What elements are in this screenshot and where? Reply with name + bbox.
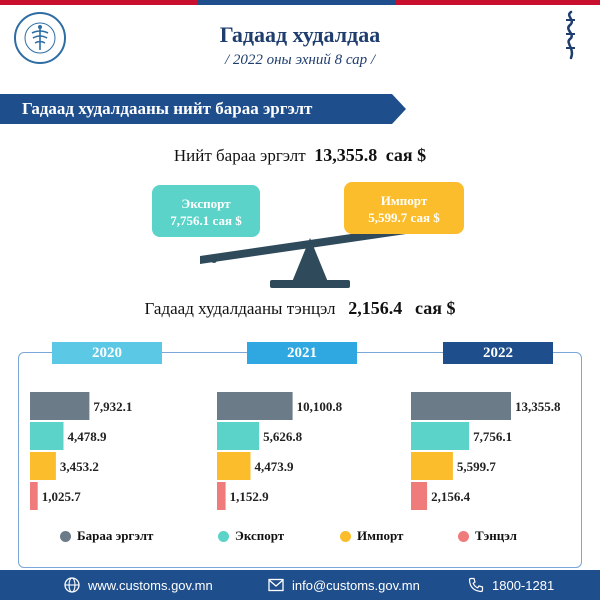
legend-label-trade: Бараа эргэлт <box>77 528 154 543</box>
legend-item-trade: Бараа эргэлт <box>60 528 153 544</box>
bar-label-2020-1: 4,478.9 <box>68 429 108 444</box>
legend-item-import: Импорт <box>340 528 403 544</box>
page-subtitle: / 2022 оны эхний 8 сар / <box>224 52 376 68</box>
bar-label-2022-3: 2,156.4 <box>431 489 471 504</box>
bar-2021-1 <box>217 422 260 450</box>
balance-unit: сая $ <box>415 298 456 318</box>
email-link[interactable]: info@customs.gov.mn <box>292 577 420 593</box>
bar-label-2020-0: 7,932.1 <box>93 399 132 414</box>
bar-2022-3 <box>411 482 428 510</box>
legend-swatch-trade <box>60 530 71 542</box>
soyombo-script-icon <box>566 10 575 60</box>
export-box: Экспорт 7,756.1 сая $ <box>152 185 260 237</box>
bar-2020-0 <box>30 392 90 420</box>
total-trade-line: Нийт бараа эргэлт 13,355.8 сая $ <box>0 145 600 166</box>
page-title: Гадаад худалдаа <box>219 22 381 47</box>
bar-label-2020-3: 1,025.7 <box>42 489 81 504</box>
footer-phone[interactable]: 1800-1281 <box>468 570 554 600</box>
customs-logo-icon <box>14 12 66 64</box>
legend-label-import: Импорт <box>357 528 404 543</box>
bar-label-2021-1: 5,626.8 <box>263 429 303 444</box>
bar-label-2021-3: 1,152.9 <box>230 489 270 504</box>
yearly-bar-chart: 7,932.1 4,478.9 3,453.2 1,025.7 10,100.8 5,62… <box>30 392 561 510</box>
year-tab-2020: 2020 <box>52 342 162 364</box>
year-tab-2021: 2021 <box>247 342 357 364</box>
bar-label-2021-0: 10,100.8 <box>297 399 343 414</box>
website-link[interactable]: www.customs.gov.mn <box>88 577 213 593</box>
bar-label-2022-2: 5,599.7 <box>457 459 497 474</box>
bar-2020-2 <box>30 452 56 480</box>
footer-website[interactable]: www.customs.gov.mn <box>64 570 213 600</box>
balance-scale-icon <box>200 224 420 288</box>
legend-swatch-export <box>218 530 229 542</box>
bar-label-2022-1: 7,756.1 <box>473 429 512 444</box>
export-box-label: Экспорт <box>181 196 231 211</box>
mail-icon <box>268 578 284 592</box>
total-unit: сая $ <box>385 145 427 165</box>
bar-2021-3 <box>217 482 226 510</box>
total-value: 13,355.8 <box>314 145 378 165</box>
legend-label-export: Экспорт <box>235 528 285 543</box>
footer-email[interactable]: info@customs.gov.mn <box>268 570 420 600</box>
total-label: Нийт бараа эргэлт <box>173 146 306 165</box>
export-box-value: 7,756.1 сая $ <box>170 213 242 228</box>
year-tab-2022: 2022 <box>443 342 553 364</box>
phone-number[interactable]: 1800-1281 <box>492 577 555 593</box>
legend-swatch-balance <box>458 530 469 542</box>
bar-2022-2 <box>411 452 453 480</box>
bar-2021-0 <box>217 392 293 420</box>
import-box: Импорт 5,599.7 сая $ <box>344 182 464 234</box>
bar-2022-1 <box>411 422 470 450</box>
bar-2020-3 <box>30 482 38 510</box>
bar-label-2021-2: 4,473.9 <box>255 459 295 474</box>
bar-2021-2 <box>217 452 251 480</box>
legend-item-export: Экспорт <box>218 528 284 544</box>
section-banner-text: Гадаад худалдааны нийт бараа эргэлт <box>22 99 313 118</box>
section-banner: Гадаад худалдааны нийт бараа эргэлт <box>0 94 406 124</box>
globe-icon <box>64 577 80 593</box>
balance-label: Гадаад худалдааны тэнцэл <box>144 299 336 318</box>
trade-balance-line: Гадаад худалдааны тэнцэл 2,156.4 сая $ <box>0 298 600 319</box>
bar-label-2020-2: 3,453.2 <box>60 459 99 474</box>
footer-bar: www.customs.gov.mn info@customs.gov.mn 1… <box>0 570 600 600</box>
bar-2020-1 <box>30 422 64 450</box>
import-box-value: 5,599.7 сая $ <box>368 210 440 225</box>
balance-value: 2,156.4 <box>348 298 403 318</box>
bar-label-2022-0: 13,355.8 <box>515 399 561 414</box>
bar-2022-0 <box>411 392 511 420</box>
phone-icon <box>468 577 484 593</box>
legend-label-balance: Тэнцэл <box>475 528 517 543</box>
chart-legend: Бараа эргэлт Экспорт Импорт Тэнцэл <box>40 528 580 548</box>
import-box-label: Импорт <box>380 193 428 208</box>
legend-swatch-import <box>340 530 351 542</box>
legend-item-balance: Тэнцэл <box>458 528 517 544</box>
top-color-bar <box>0 0 600 5</box>
